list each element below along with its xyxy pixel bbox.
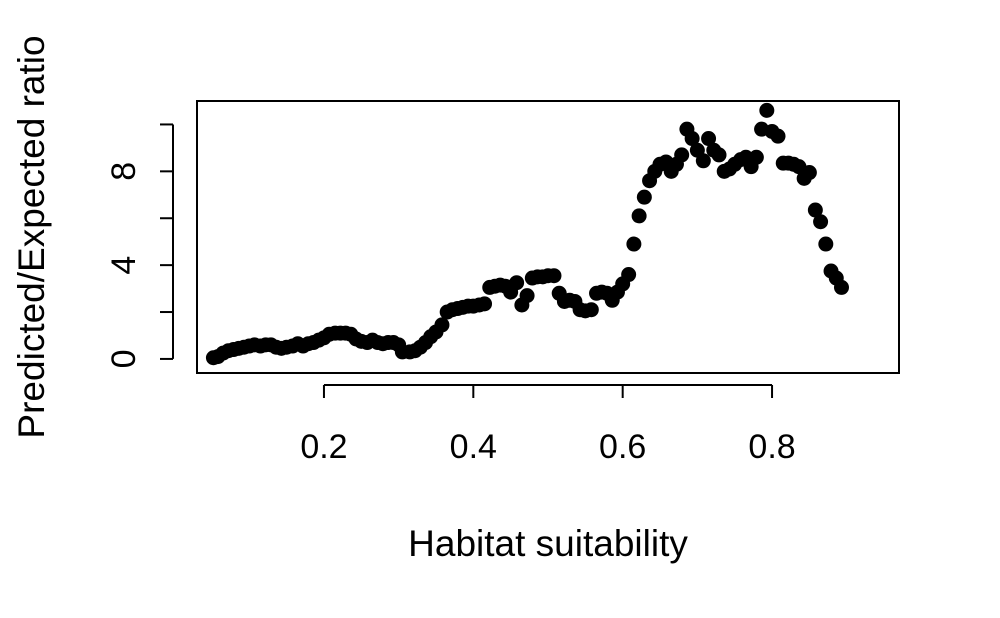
data-point (801, 165, 817, 181)
data-point (701, 131, 717, 147)
data-point (833, 279, 849, 295)
y-tick-label: 4 (105, 256, 143, 275)
data-point (813, 214, 829, 230)
x-tick-label: 0.4 (450, 428, 497, 466)
y-axis: 0 4 8 (105, 123, 174, 368)
data-point (546, 268, 562, 284)
y-axis-label: Predicted/Expected ratio (11, 35, 52, 438)
data-point (770, 128, 786, 144)
data-point (434, 317, 450, 333)
data-point (477, 296, 493, 312)
x-tick-label: 0.2 (300, 428, 347, 466)
data-point (674, 147, 690, 163)
y-tick-label: 8 (105, 162, 143, 181)
data-point (636, 189, 652, 205)
data-point (711, 147, 727, 163)
data-point (759, 102, 775, 118)
data-point (684, 131, 700, 147)
x-tick-label: 0.6 (599, 428, 646, 466)
data-point (621, 267, 637, 283)
plot-frame (196, 100, 900, 374)
y-tick-label: 0 (105, 349, 143, 368)
data-point (748, 149, 764, 165)
data-point (695, 153, 711, 169)
data-points (205, 102, 849, 366)
data-point (818, 236, 834, 252)
data-point (509, 275, 525, 291)
x-axis-label: Habitat suitability (408, 523, 688, 564)
data-point (807, 202, 823, 218)
data-point (583, 302, 599, 318)
x-tick-label: 0.8 (748, 428, 795, 466)
data-point (519, 288, 535, 304)
data-point (631, 208, 647, 224)
x-axis: 0.2 0.4 0.6 0.8 (300, 384, 796, 466)
data-point (626, 236, 642, 252)
